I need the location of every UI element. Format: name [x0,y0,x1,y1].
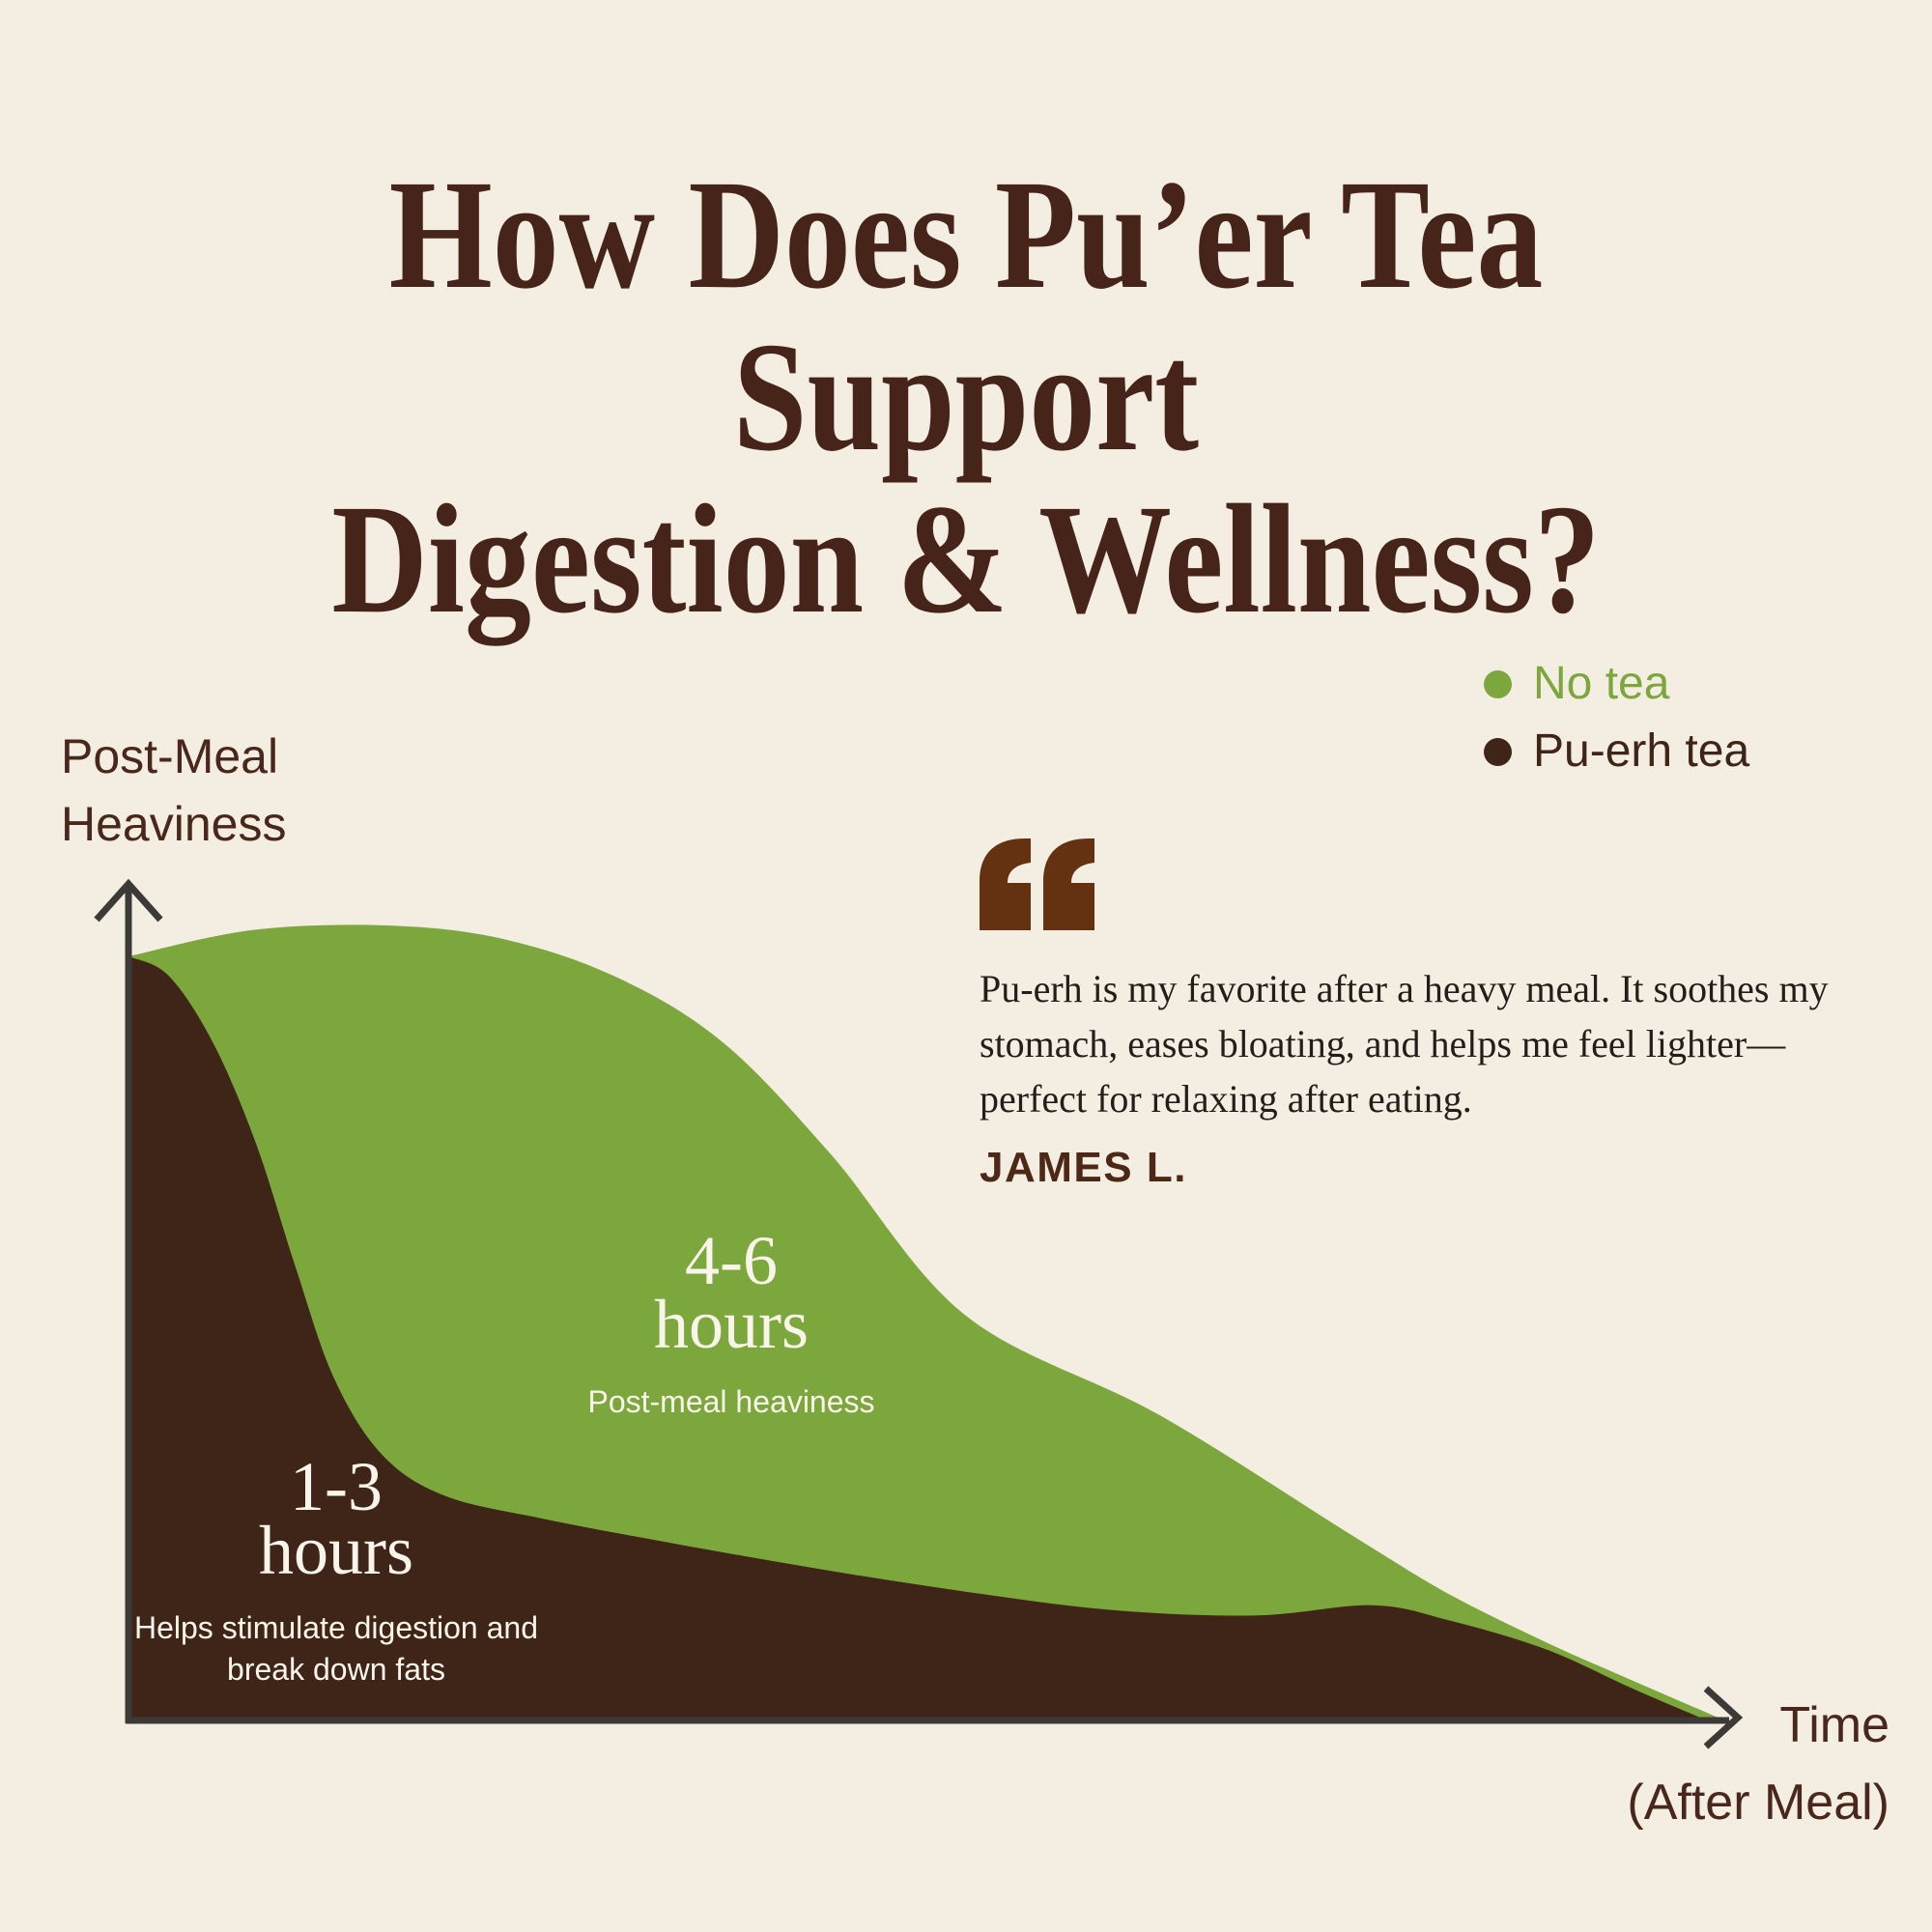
y-axis-label: Post-Meal Heaviness [61,723,286,858]
puerh-annotation-caption: Helps stimulate digestion and break down… [133,1610,538,1687]
puerh-annotation-value: 1-3 [290,1448,383,1525]
x-axis-label-main: Time [1779,1697,1889,1753]
puerh-annotation: 1-3 hours Helps stimulate digestion and … [85,1448,587,1690]
page-title-line2: Digestion & Wellness? [331,473,1601,646]
y-axis-label-line1: Post-Meal [61,729,279,783]
quote-attribution: JAMES L. [980,1144,1187,1191]
chart-legend: No tea Pu-erh tea [1484,657,1749,779]
y-axis-label-line2: Heaviness [61,797,287,851]
no-tea-annotation-caption: Post-meal heaviness [587,1384,875,1419]
no-tea-annotation-value: 4-6 [685,1222,778,1299]
no-tea-annotation-unit: hours [654,1286,809,1363]
quote-icon [980,838,1094,930]
x-axis-label-note: (After Meal) [1627,1775,1889,1831]
page-title: How Does Pu’er Tea Support Digestion & W… [145,155,1787,641]
x-axis-label: Time (After Meal) [1627,1687,1889,1841]
x-axis-arrowhead [1703,1686,1744,1749]
legend-label-puerh-tea: Pu-erh tea [1533,725,1750,777]
legend-item-no-tea: No tea [1484,657,1749,711]
puerh-tea-dot-icon [1484,737,1512,766]
testimonial-quote: Pu-erh is my favorite after a heavy meal… [980,838,1888,1192]
no-tea-annotation: 4-6 hours Post-meal heaviness [441,1222,1021,1423]
legend-item-puerh-tea: Pu-erh tea [1484,724,1749,779]
puerh-tea-area [128,956,1702,1721]
no-tea-dot-icon [1484,669,1512,698]
page-title-line1: How Does Pu’er Tea Support [388,149,1544,484]
y-axis-arrowhead [94,878,163,923]
puerh-annotation-unit: hours [259,1512,413,1589]
quote-text: Pu-erh is my favorite after a heavy meal… [980,967,1829,1121]
legend-label-no-tea: No tea [1533,658,1670,709]
